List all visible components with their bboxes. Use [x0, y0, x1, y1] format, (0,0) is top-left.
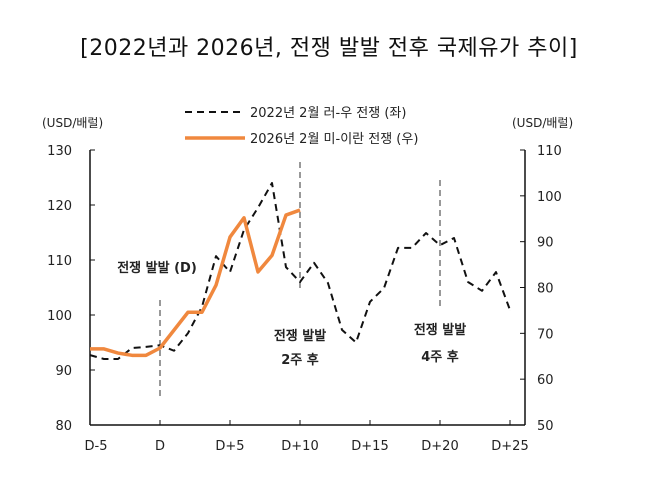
left-tick-label: 120 [47, 199, 72, 214]
left-axis-unit: (USD/배럴) [42, 116, 103, 130]
left-tick-label: 80 [55, 419, 72, 434]
right-tick-label: 60 [537, 373, 554, 388]
x-tick-label: D+20 [421, 439, 458, 454]
legend-label-2022: 2022년 2월 러-우 전쟁 (좌) [250, 106, 406, 121]
chart-title: [2022년과 2026년, 전쟁 발발 전후 국제유가 추이] [80, 36, 578, 61]
x-tick-label: D+25 [491, 439, 528, 454]
event-annotation: 전쟁 발발 (D) [117, 260, 197, 276]
left-tick-label: 90 [55, 364, 72, 379]
x-tick-label: D+15 [351, 439, 388, 454]
legend-label-2026: 2026년 2월 미-이란 전쟁 (우) [250, 132, 418, 147]
right-tick-label: 50 [537, 419, 554, 434]
event-annotation: 전쟁 발발 [274, 328, 326, 344]
x-tick-label: D-5 [85, 439, 108, 454]
event-annotation: 4주 후 [421, 349, 459, 365]
event-annotation: 2주 후 [281, 352, 319, 368]
right-axis-unit: (USD/배럴) [512, 116, 573, 130]
event-annotation: 전쟁 발발 [414, 322, 466, 338]
right-tick-label: 100 [537, 190, 562, 205]
x-tick-label: D [155, 439, 165, 454]
right-tick-label: 70 [537, 327, 554, 342]
right-tick-label: 90 [537, 236, 554, 251]
series-line-2 [90, 208, 301, 358]
left-tick-label: 110 [47, 254, 72, 269]
right-tick-label: 80 [537, 282, 554, 297]
right-tick-label: 110 [537, 144, 562, 159]
x-tick-label: D+5 [215, 439, 244, 454]
x-tick-label: D+10 [281, 439, 318, 454]
left-tick-label: 100 [47, 309, 72, 324]
left-tick-label: 130 [47, 144, 72, 159]
